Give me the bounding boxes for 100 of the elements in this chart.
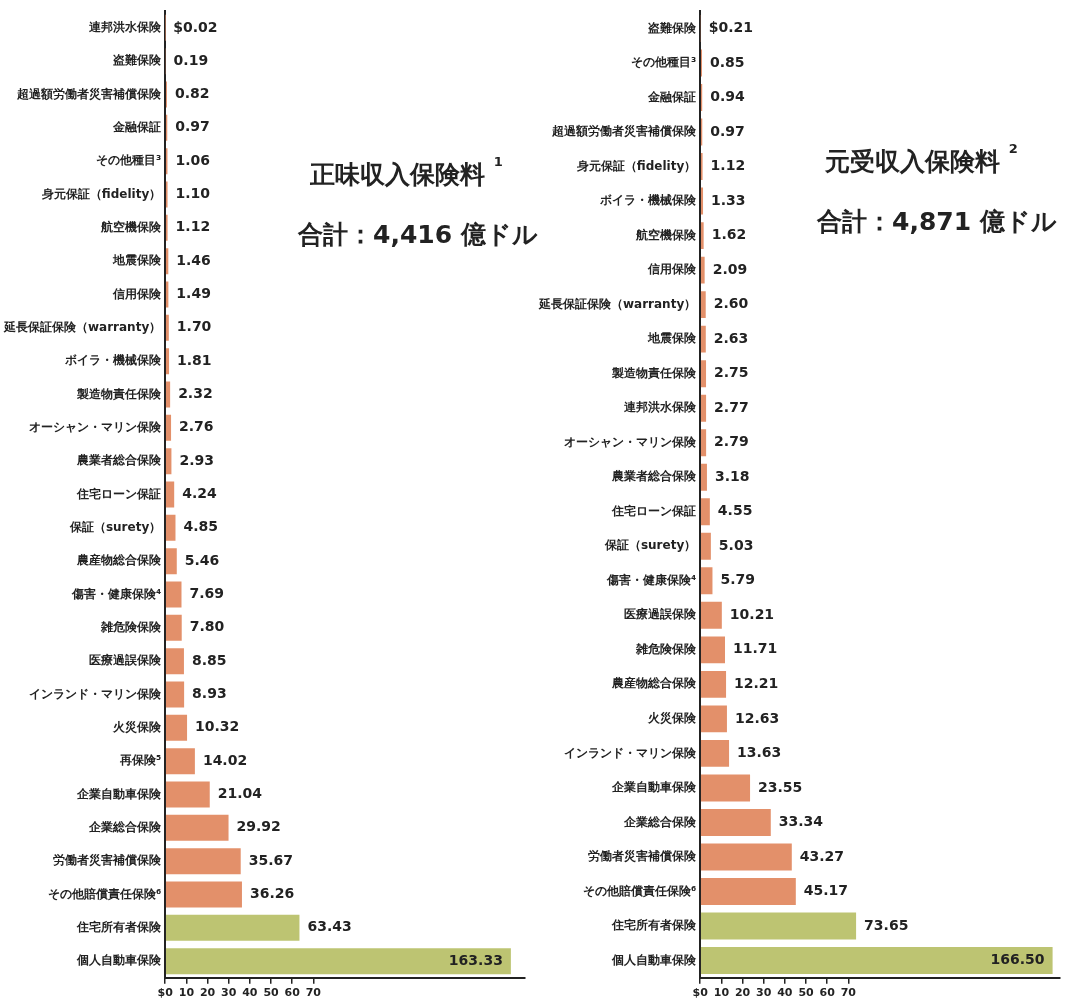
y-tick-label: 身元保証（fidelity） xyxy=(40,186,162,201)
data-label: 1.10 xyxy=(175,185,211,202)
bar xyxy=(165,348,170,375)
bar xyxy=(700,601,722,629)
x-tick-label: 40 xyxy=(777,986,793,1000)
bar xyxy=(700,325,706,353)
y-tick-label: 火災保険 xyxy=(112,719,163,734)
y-tick-label: 再保険⁵ xyxy=(118,753,162,768)
data-label: 163.33 xyxy=(448,951,503,968)
y-tick-label: 労働者災害補償保険 xyxy=(53,853,163,868)
data-label: 4.24 xyxy=(182,485,217,502)
text: 合計：4,871 億ドル xyxy=(817,206,1057,238)
x-tick-label: $0 xyxy=(692,986,709,1000)
data-label: 8.85 xyxy=(191,651,227,668)
bar xyxy=(165,681,185,708)
data-label: 2.79 xyxy=(714,433,749,450)
y-tick-label: 信用保険 xyxy=(112,286,163,301)
data-label: 12.21 xyxy=(734,675,779,692)
bar xyxy=(700,187,704,215)
bar xyxy=(165,514,176,541)
bar xyxy=(700,739,730,767)
data-label: 43.27 xyxy=(799,847,845,864)
y-tick-label: 雑危険保険 xyxy=(100,619,163,634)
data-label: $0.02 xyxy=(173,18,218,35)
data-label: 7.69 xyxy=(189,585,225,602)
bar xyxy=(165,748,195,775)
y-tick-label: 住宅所有者保険 xyxy=(611,918,698,933)
text: 合計：4,416 億ドル xyxy=(298,219,538,251)
bar xyxy=(700,774,751,802)
data-label: 2.93 xyxy=(179,451,214,468)
bar xyxy=(165,814,229,841)
x-tick-label: 30 xyxy=(221,986,237,1000)
y-tick-label: 超過額労働者災害補償保険 xyxy=(551,124,698,139)
y-tick-label: 医療過誤保険 xyxy=(89,653,163,668)
data-label: 1.06 xyxy=(175,151,211,168)
y-tick-label: 延長保証保険（warranty） xyxy=(538,296,697,311)
data-label: 0.97 xyxy=(175,118,210,135)
bar xyxy=(165,714,188,741)
bar xyxy=(700,256,705,284)
x-tick-label: 60 xyxy=(819,986,836,1000)
y-tick-label: 住宅ローン保証 xyxy=(76,486,162,501)
bar xyxy=(700,222,704,250)
y-tick-label: その他種目³ xyxy=(95,153,162,168)
bar xyxy=(165,314,169,341)
y-tick-label: 個人自動車保険 xyxy=(611,952,698,967)
y-tick-label: 傷害・健康保険⁴ xyxy=(605,572,697,587)
data-label: 0.97 xyxy=(710,122,745,139)
data-label: 5.79 xyxy=(720,571,756,588)
data-label: 0.85 xyxy=(710,53,745,70)
y-tick-label: オーシャン・マリン保険 xyxy=(564,434,698,449)
bar xyxy=(700,429,707,457)
y-tick-label: 農業者総合保険 xyxy=(76,453,163,468)
x-tick-label: 10 xyxy=(713,986,730,1000)
data-label: 2.75 xyxy=(714,364,749,381)
bar xyxy=(165,614,182,641)
y-tick-label: 航空機保険 xyxy=(635,227,698,242)
x-tick-label: 40 xyxy=(242,986,258,1000)
data-label: 5.46 xyxy=(184,551,220,568)
data-label: 13.63 xyxy=(737,744,782,761)
data-label: 166.50 xyxy=(990,951,1045,968)
y-tick-label: 身元保証（fidelity） xyxy=(575,158,697,173)
data-label: 1.49 xyxy=(176,285,211,302)
y-tick-label: 農産物総合保険 xyxy=(611,676,698,691)
data-label: 21.04 xyxy=(217,785,263,802)
y-tick-label: 延長保証保険（warranty） xyxy=(3,319,162,334)
y-tick-label: 信用保険 xyxy=(647,262,698,277)
y-tick-label: 盗難保険 xyxy=(648,20,698,35)
data-label: 1.33 xyxy=(711,191,746,208)
data-label: 14.02 xyxy=(202,751,248,768)
data-label: 36.26 xyxy=(249,885,295,902)
bar xyxy=(700,394,707,422)
bar xyxy=(700,808,771,836)
y-tick-label: 医療過誤保険 xyxy=(624,607,698,622)
y-tick-label: 製造物責任保険 xyxy=(76,386,163,401)
y-tick-label: 金融保証 xyxy=(647,89,697,104)
bar xyxy=(700,291,706,319)
bar xyxy=(700,705,727,733)
y-tick-label: 連邦洪水保険 xyxy=(88,19,163,34)
bar xyxy=(700,360,707,388)
data-label: 2.32 xyxy=(178,385,213,402)
data-label: 1.62 xyxy=(711,226,747,243)
bar xyxy=(700,878,796,905)
data-label: 3.18 xyxy=(714,467,750,484)
x-tick-label: 50 xyxy=(798,986,815,1000)
data-label: 8.93 xyxy=(192,685,227,702)
x-tick-label: 20 xyxy=(734,986,751,1000)
bar xyxy=(165,381,171,408)
y-tick-label: 連邦洪水保険 xyxy=(623,400,698,415)
data-label: 10.21 xyxy=(729,605,775,622)
bar xyxy=(165,948,511,975)
x-tick-label: 70 xyxy=(305,986,322,1000)
bar xyxy=(165,914,300,941)
bar xyxy=(165,648,184,675)
bar xyxy=(165,448,172,475)
data-label: 1.12 xyxy=(710,157,746,174)
data-label: 23.55 xyxy=(758,778,803,795)
data-label: 29.92 xyxy=(236,818,281,835)
data-label: 2.76 xyxy=(179,418,214,435)
data-label: 1.46 xyxy=(176,251,211,268)
x-tick-label: 70 xyxy=(840,986,857,1000)
